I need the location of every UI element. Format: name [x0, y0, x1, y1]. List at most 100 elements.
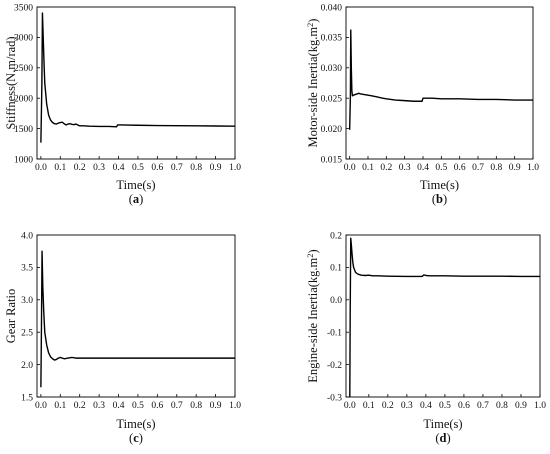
panel-d: 0.0 0.1 0.2 0.3 0.4 0.5 0.6 0.7 0.8 0.9 1.0 -0.3 -0.… [305, 231, 546, 445]
x-tick-label: 0.2 [380, 163, 392, 173]
y-axis-label-superscript: 2 [305, 23, 315, 27]
x-tick-label: 0.6 [151, 163, 163, 173]
x-tick-label: 0.3 [93, 401, 105, 411]
x-tick-label: 0.6 [458, 401, 470, 411]
x-tick-label: 0.2 [74, 401, 86, 411]
x-tick-label: 0.4 [113, 401, 125, 411]
panel-caption: (c) [129, 431, 143, 445]
series-line [349, 237, 540, 398]
y-tick-label: 2000 [14, 95, 33, 105]
x-tick-label: 1.0 [229, 163, 241, 173]
caption-open: ( [129, 192, 133, 206]
y-tick-label: -0.3 [327, 393, 342, 403]
y-axis-label-superscript: 2 [305, 253, 315, 257]
x-tick-label: 0.2 [74, 163, 86, 173]
x-tick-label: 0.7 [171, 401, 183, 411]
x-tick-label: 0.5 [132, 163, 144, 173]
y-tick-label: 0.020 [321, 125, 343, 135]
panel-c: 0.0 0.1 0.2 0.3 0.4 0.5 0.6 0.7 0.8 0.9 1.0 1.5 2.0 2… [4, 231, 241, 445]
x-tick-label: 0.7 [171, 163, 183, 173]
y-tick-label: 0.015 [321, 155, 343, 165]
y-tick-label: 1000 [14, 155, 33, 165]
x-tick-label: 0.9 [509, 163, 521, 173]
x-tick-label: 0.6 [454, 163, 466, 173]
plot-frame [36, 6, 236, 160]
plot-frame [36, 234, 236, 398]
panel-a: 0.0 0.1 0.2 0.3 0.4 0.5 0.6 0.7 0.8 0.9 1.0 1000 150… [4, 3, 241, 206]
y-tick-label: 0.040 [321, 3, 343, 13]
y-axis-label: Stiffness(N.m/rad) [4, 36, 18, 129]
x-axis-label: Time(s) [116, 417, 155, 431]
plot-frame [345, 234, 541, 398]
x-axis-label: Time(s) [423, 417, 462, 431]
caption-close: ) [446, 431, 450, 445]
y-tick-label: 3500 [14, 3, 33, 13]
y-tick-label: 0.2 [330, 231, 342, 241]
x-tick-label: 0.0 [35, 163, 47, 173]
caption-open: ( [129, 431, 133, 445]
y-axis-label: Engine-side Inertia(kg.m2) [305, 249, 320, 382]
x-tick-label: 0.7 [472, 163, 484, 173]
x-tick-label: 1.0 [534, 401, 546, 411]
x-tick-label: 0.0 [344, 163, 356, 173]
y-tick-label: 2500 [14, 64, 33, 74]
x-tick-label: 0.0 [344, 401, 356, 411]
y-axis-label-text: Engine-side Inertia(kg.m [306, 257, 320, 382]
panel-caption: (d) [435, 431, 450, 445]
caption-close: ) [139, 192, 143, 206]
x-tick-label: 0.8 [190, 163, 202, 173]
caption-letter: b [436, 192, 443, 206]
x-tick-label: 0.1 [363, 401, 375, 411]
caption-close: ) [443, 192, 447, 206]
y-tick-label: 3000 [14, 34, 33, 44]
x-tick-label: 0.9 [210, 401, 222, 411]
x-tick-label: 0.4 [417, 163, 429, 173]
y-axis-label: Motor-side Inertia(kg.m2) [305, 19, 320, 148]
y-tick-label: 0.1 [330, 264, 342, 274]
caption-close: ) [139, 431, 143, 445]
x-tick-label: 0.9 [210, 163, 222, 173]
y-tick-label: 0.0 [330, 296, 342, 306]
y-tick-label: 0.030 [321, 64, 343, 74]
x-tick-label: 0.3 [93, 163, 105, 173]
x-tick-label: 0.6 [151, 401, 163, 411]
x-tick-label: 0.8 [190, 401, 202, 411]
series-line [40, 12, 236, 143]
x-tick-label: 0.5 [132, 401, 144, 411]
y-tick-label: 4.0 [21, 231, 33, 241]
y-tick-label: -0.2 [327, 361, 342, 371]
x-tick-label: 0.5 [435, 163, 447, 173]
y-tick-label: 1.5 [21, 393, 33, 403]
caption-open: ( [435, 431, 439, 445]
x-tick-label: 0.5 [439, 401, 451, 411]
y-tick-label: -0.1 [327, 329, 342, 339]
x-tick-label: 0.4 [420, 401, 432, 411]
y-axis-label-text: Motor-side Inertia(kg.m [306, 27, 320, 148]
x-tick-label: 0.9 [515, 401, 527, 411]
x-tick-label: 0.2 [382, 401, 394, 411]
plot-frame [345, 6, 534, 160]
y-tick-label: 3.0 [21, 296, 33, 306]
series-line [348, 29, 533, 130]
x-tick-label: 0.0 [35, 401, 47, 411]
x-tick-label: 0.1 [54, 163, 66, 173]
y-axis-label-text: Gear Ratio [4, 289, 18, 344]
x-axis-label: Time(s) [116, 178, 155, 192]
x-tick-label: 0.1 [54, 401, 66, 411]
panel-b: 0.0 0.1 0.2 0.3 0.4 0.5 0.6 0.7 0.8 0.9 1.0 0.015 0.… [305, 3, 539, 206]
caption-letter: a [133, 192, 140, 206]
caption-letter: d [440, 431, 447, 445]
x-tick-label: 0.1 [362, 163, 374, 173]
y-tick-label: 1500 [14, 125, 33, 135]
x-axis-label: Time(s) [420, 178, 459, 192]
y-axis-label-tail: ) [306, 19, 320, 23]
x-tick-label: 0.3 [401, 401, 413, 411]
y-tick-label: 2.0 [21, 361, 33, 371]
panel-caption: (a) [129, 192, 144, 206]
y-axis-label-tail: ) [306, 249, 320, 253]
caption-letter: c [133, 431, 139, 445]
series-line [40, 250, 235, 388]
y-tick-label: 0.025 [321, 95, 343, 105]
caption-open: ( [432, 192, 436, 206]
